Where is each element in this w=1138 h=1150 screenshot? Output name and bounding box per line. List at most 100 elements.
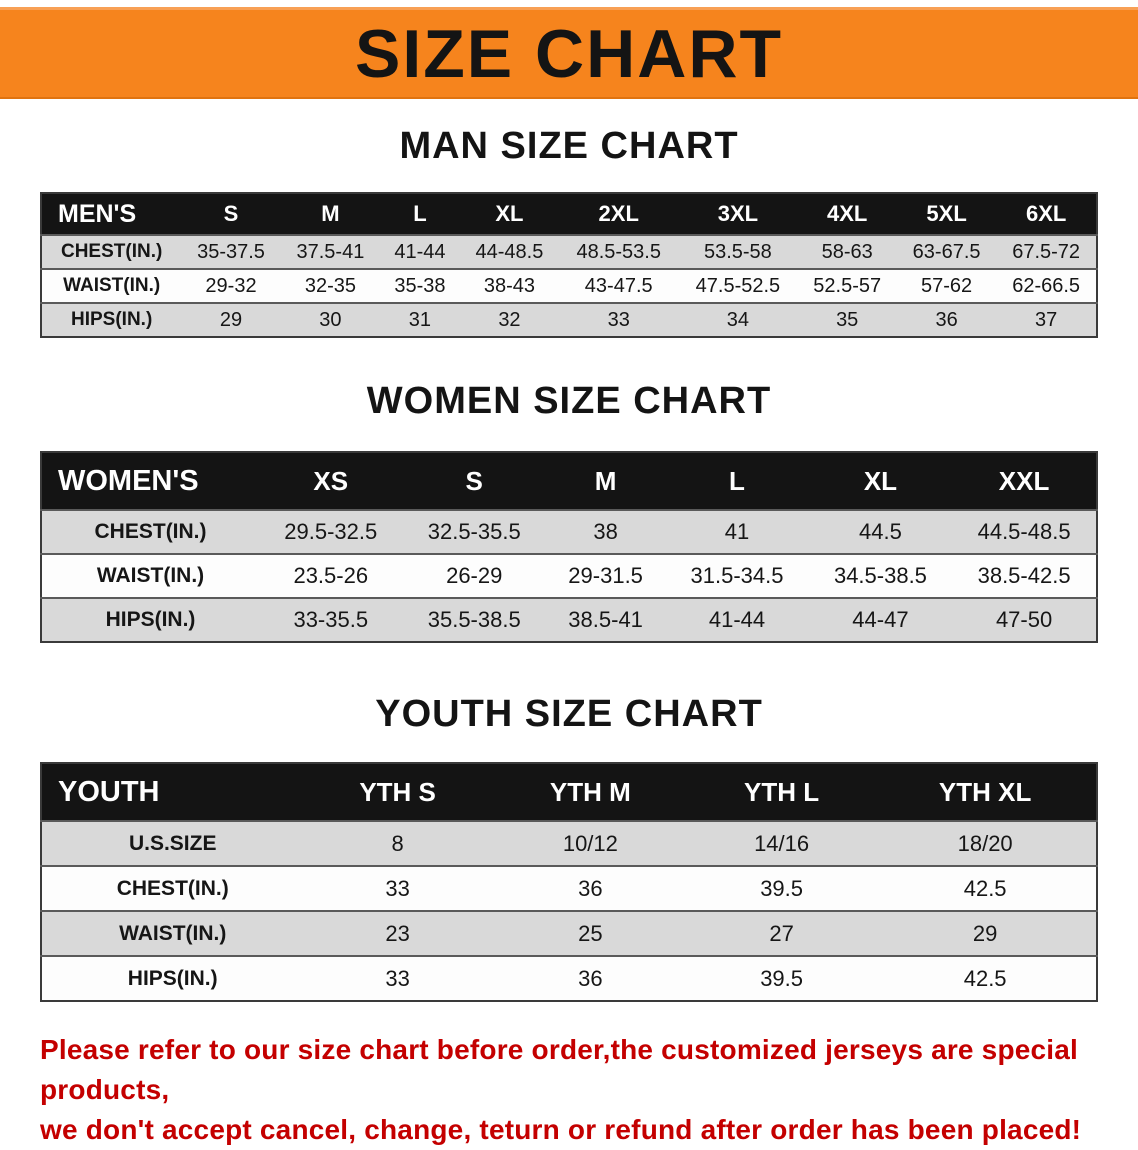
size-header-cell: L xyxy=(665,452,809,510)
value-cell: 32 xyxy=(459,303,560,337)
value-cell: 44.5 xyxy=(808,510,953,554)
value-cell: 44-47 xyxy=(808,598,953,642)
table-title-cell: MEN'S xyxy=(41,193,182,235)
measurement-row: CHEST(IN.) 33 36 39.5 42.5 xyxy=(41,866,1097,911)
size-header-cell: YTH M xyxy=(491,763,689,821)
value-cell: 33-35.5 xyxy=(259,598,403,642)
size-header-cell: 6XL xyxy=(996,193,1097,235)
top-margin xyxy=(0,0,1138,7)
value-cell: 43-47.5 xyxy=(559,269,679,303)
measurement-row: WAIST(IN.) 29-32 32-35 35-38 38-43 43-47.5 47.… xyxy=(41,269,1097,303)
size-header-cell: 5XL xyxy=(896,193,997,235)
row-label-cell: CHEST(IN.) xyxy=(41,510,260,554)
size-header-cell: XXL xyxy=(952,452,1097,510)
value-cell: 41 xyxy=(665,510,809,554)
youth-section: YOUTH SIZE CHART YOUTH YTH S YTH M YTH L YTH… xyxy=(0,693,1138,1002)
measurement-row: HIPS(IN.) 33-35.5 35.5-38.5 38.5-41 41-44 44-… xyxy=(41,598,1097,642)
value-cell: 30 xyxy=(280,303,381,337)
value-cell: 52.5-57 xyxy=(797,269,897,303)
value-cell: 32.5-35.5 xyxy=(402,510,546,554)
value-cell: 38.5-42.5 xyxy=(952,554,1097,598)
value-cell: 14/16 xyxy=(688,821,875,866)
measurement-row: WAIST(IN.) 23 25 27 29 xyxy=(41,911,1097,956)
row-label-cell: U.S.SIZE xyxy=(41,821,304,866)
men-size-table: MEN'S S M L XL 2XL 3XL 4XL 5XL 6XL CHEST(IN.) 35-37… xyxy=(40,192,1098,338)
value-cell: 33 xyxy=(303,956,492,1001)
women-section: WOMEN SIZE CHART WOMEN'S XS S M L XL XXL CHEST(… xyxy=(0,380,1138,643)
men-section: MAN SIZE CHART MEN'S S M L XL 2XL 3XL 4XL 5XL 6XL… xyxy=(0,125,1138,338)
measurement-row: HIPS(IN.) 29 30 31 32 33 34 35 36 37 xyxy=(41,303,1097,337)
value-cell: 38 xyxy=(545,510,666,554)
value-cell: 23.5-26 xyxy=(259,554,403,598)
value-cell: 44-48.5 xyxy=(459,235,560,269)
measurement-row: CHEST(IN.) 29.5-32.5 32.5-35.5 38 41 44.5 44.5… xyxy=(41,510,1097,554)
value-cell: 29-32 xyxy=(181,269,281,303)
men-section-heading: MAN SIZE CHART xyxy=(399,125,739,167)
value-cell: 42.5 xyxy=(874,866,1097,911)
value-cell: 36 xyxy=(491,866,689,911)
women-section-heading: WOMEN SIZE CHART xyxy=(366,380,772,422)
value-cell: 31 xyxy=(380,303,460,337)
row-label-cell: WAIST(IN.) xyxy=(41,554,260,598)
value-cell: 48.5-53.5 xyxy=(559,235,679,269)
disclaimer: Please refer to our size chart before or… xyxy=(40,1030,1098,1150)
value-cell: 29 xyxy=(181,303,281,337)
value-cell: 26-29 xyxy=(402,554,546,598)
value-cell: 36 xyxy=(896,303,997,337)
value-cell: 38-43 xyxy=(459,269,560,303)
value-cell: 18/20 xyxy=(874,821,1097,866)
value-cell: 41-44 xyxy=(380,235,460,269)
table-header-row: MEN'S S M L XL 2XL 3XL 4XL 5XL 6XL xyxy=(41,193,1097,235)
measurement-row: WAIST(IN.) 23.5-26 26-29 29-31.5 31.5-34.5 34… xyxy=(41,554,1097,598)
value-cell: 58-63 xyxy=(797,235,897,269)
value-cell: 39.5 xyxy=(688,956,875,1001)
measurement-row: CHEST(IN.) 35-37.5 37.5-41 41-44 44-48.5 48.5… xyxy=(41,235,1097,269)
size-chart-banner: SIZE CHART xyxy=(0,7,1138,99)
row-label-cell: WAIST(IN.) xyxy=(41,269,182,303)
size-header-cell: S xyxy=(181,193,281,235)
size-header-cell: YTH L xyxy=(688,763,875,821)
value-cell: 32-35 xyxy=(280,269,381,303)
value-cell: 35 xyxy=(797,303,897,337)
value-cell: 8 xyxy=(303,821,492,866)
row-label-cell: HIPS(IN.) xyxy=(41,598,260,642)
value-cell: 27 xyxy=(688,911,875,956)
value-cell: 29 xyxy=(874,911,1097,956)
value-cell: 25 xyxy=(491,911,689,956)
row-label-cell: CHEST(IN.) xyxy=(41,866,304,911)
value-cell: 44.5-48.5 xyxy=(952,510,1097,554)
value-cell: 36 xyxy=(491,956,689,1001)
size-header-cell: 4XL xyxy=(797,193,897,235)
row-label-cell: CHEST(IN.) xyxy=(41,235,182,269)
value-cell: 63-67.5 xyxy=(896,235,997,269)
value-cell: 10/12 xyxy=(491,821,689,866)
size-header-cell: M xyxy=(280,193,381,235)
youth-section-heading: YOUTH SIZE CHART xyxy=(375,693,763,735)
measurement-row: HIPS(IN.) 33 36 39.5 42.5 xyxy=(41,956,1097,1001)
value-cell: 62-66.5 xyxy=(996,269,1097,303)
value-cell: 23 xyxy=(303,911,492,956)
value-cell: 39.5 xyxy=(688,866,875,911)
disclaimer-line-1: Please refer to our size chart before or… xyxy=(40,1034,1079,1105)
value-cell: 42.5 xyxy=(874,956,1097,1001)
measurement-row: U.S.SIZE 8 10/12 14/16 18/20 xyxy=(41,821,1097,866)
value-cell: 47.5-52.5 xyxy=(678,269,798,303)
value-cell: 31.5-34.5 xyxy=(665,554,809,598)
table-header-row: YOUTH YTH S YTH M YTH L YTH XL xyxy=(41,763,1097,821)
row-label-cell: HIPS(IN.) xyxy=(41,303,182,337)
disclaimer-line-2: we don't accept cancel, change, teturn o… xyxy=(40,1114,1082,1145)
value-cell: 57-62 xyxy=(896,269,997,303)
value-cell: 33 xyxy=(559,303,679,337)
size-header-cell: L xyxy=(380,193,460,235)
value-cell: 34.5-38.5 xyxy=(808,554,953,598)
size-header-cell: YTH XL xyxy=(874,763,1097,821)
value-cell: 29.5-32.5 xyxy=(259,510,403,554)
size-header-cell: S xyxy=(402,452,546,510)
value-cell: 35.5-38.5 xyxy=(402,598,546,642)
value-cell: 41-44 xyxy=(665,598,809,642)
size-header-cell: YTH S xyxy=(303,763,492,821)
women-size-table: WOMEN'S XS S M L XL XXL CHEST(IN.) 29.5-32.5 32.5… xyxy=(40,451,1098,643)
row-label-cell: HIPS(IN.) xyxy=(41,956,304,1001)
size-header-cell: M xyxy=(545,452,666,510)
value-cell: 33 xyxy=(303,866,492,911)
